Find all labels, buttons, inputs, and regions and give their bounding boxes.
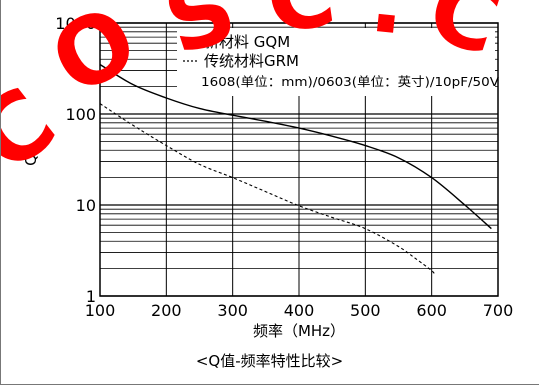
watermark-letter: O — [34, 0, 155, 117]
x-tick-label: 100 — [85, 301, 116, 320]
x-tick-label: 600 — [416, 301, 447, 320]
plot-frame — [99, 22, 499, 297]
y-tick-label: 100 — [65, 105, 96, 124]
y-axis-label: Q — [22, 154, 40, 166]
chart-caption: <Q值-频率特性比较> — [195, 352, 344, 370]
x-tick-label: 500 — [350, 301, 381, 320]
x-tick-label: 300 — [217, 301, 248, 320]
legend-entry: 传统材料GRM — [204, 52, 299, 70]
x-tick-label: 400 — [284, 301, 315, 320]
watermark-letter: C — [260, 0, 342, 54]
legend-background — [177, 28, 495, 96]
series-line-gqm — [99, 63, 492, 230]
y-tick-label: 10 — [76, 196, 96, 215]
x-axis-label: 频率（MHz） — [253, 322, 345, 340]
x-tick-label: 700 — [483, 301, 514, 320]
axes-layer: 100 200 300 400 500 600 700 1 10 100 1000 频率（MHz） Q — [22, 14, 513, 340]
legend-entry: 新材料 GQM — [204, 33, 290, 51]
x-tick-label: 200 — [151, 301, 182, 320]
watermark-letter: C — [0, 67, 75, 193]
legend-note: 1608(单位：mm)/0603(单位：英寸)/10pF/50V — [201, 74, 499, 89]
series-layer — [99, 63, 492, 276]
y-tick-label: 1000 — [55, 14, 96, 33]
y-tick-label: 1 — [86, 287, 96, 306]
series-line-grm — [99, 103, 436, 276]
